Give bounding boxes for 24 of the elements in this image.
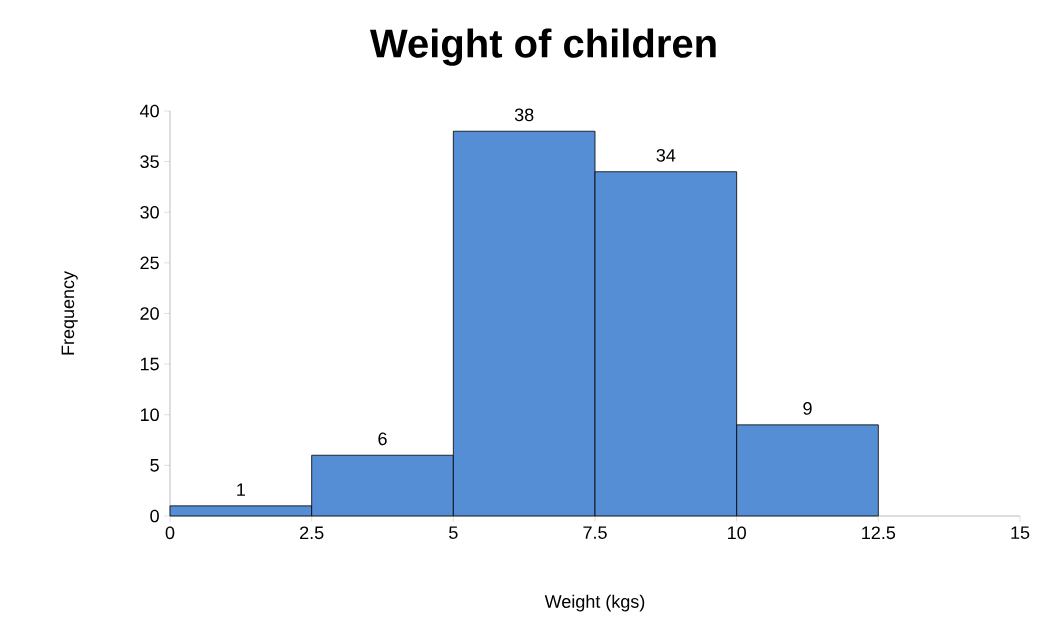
x-tick-label: 7.5 xyxy=(583,526,607,539)
y-tick-label: 25 xyxy=(140,256,159,270)
x-tick-label: 12.5 xyxy=(862,526,896,540)
x-tick-label: 2.5 xyxy=(300,526,324,540)
y-tick-label: 30 xyxy=(140,205,159,219)
x-axis-title: Weight (kgs) xyxy=(544,594,645,612)
x-tick-label: 10 xyxy=(728,526,746,540)
chart-title: Weight of children xyxy=(369,28,716,66)
y-tick-label: 20 xyxy=(140,307,159,320)
y-tick-label: 0 xyxy=(150,509,159,523)
y-axis-title: Frequency xyxy=(61,271,78,355)
x-tick-label: 0 xyxy=(165,526,175,540)
x-tick-label: 5 xyxy=(449,526,458,539)
y-tick-label: 40 xyxy=(140,104,159,118)
data-label: 6 xyxy=(378,432,387,446)
data-label: 9 xyxy=(803,402,812,415)
data-label: 38 xyxy=(514,108,534,122)
y-tick-label: 15 xyxy=(140,357,159,371)
y-tick-label: 5 xyxy=(150,459,159,472)
y-tick-label: 10 xyxy=(140,408,159,422)
x-tick-label: 15 xyxy=(1011,526,1030,539)
data-label: 34 xyxy=(656,148,676,162)
data-label: 1 xyxy=(237,483,245,496)
y-tick-label: 35 xyxy=(140,155,159,168)
